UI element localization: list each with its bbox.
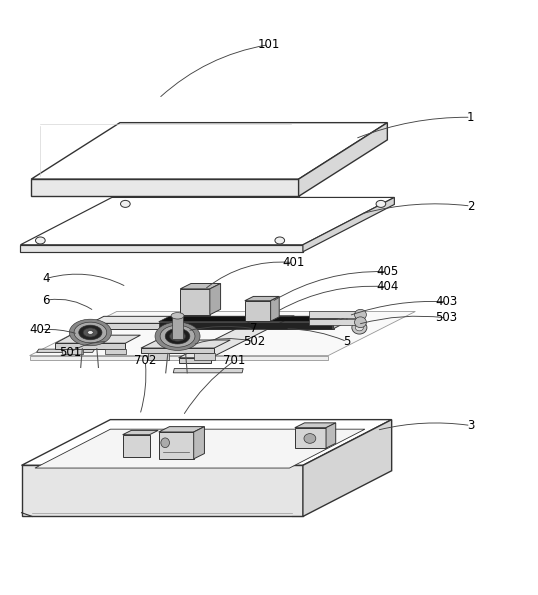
Text: 1: 1 [467,111,475,124]
Polygon shape [148,353,169,360]
Polygon shape [299,123,387,196]
Polygon shape [55,335,140,343]
Text: 401: 401 [282,256,305,269]
Polygon shape [141,348,214,353]
Polygon shape [31,123,387,179]
Ellipse shape [355,317,366,328]
Polygon shape [295,428,326,448]
Polygon shape [30,356,328,360]
Text: 6: 6 [42,294,49,306]
Polygon shape [245,296,279,300]
Text: 5: 5 [343,335,351,348]
Text: 404: 404 [376,280,399,293]
Polygon shape [55,343,125,349]
Text: 503: 503 [435,311,458,324]
Polygon shape [90,317,347,323]
Polygon shape [179,358,211,363]
Polygon shape [141,340,230,348]
Text: 7: 7 [250,322,258,335]
Polygon shape [179,316,294,358]
Polygon shape [303,419,392,516]
Ellipse shape [171,312,184,319]
Polygon shape [123,430,158,435]
Text: 101: 101 [258,38,280,51]
Text: 2: 2 [467,199,475,212]
Text: 3: 3 [467,419,475,432]
Ellipse shape [88,331,93,334]
Polygon shape [159,427,204,432]
Text: 4: 4 [42,272,49,285]
Text: 403: 403 [435,295,458,308]
Ellipse shape [74,322,107,343]
Polygon shape [35,429,365,468]
Polygon shape [37,349,95,352]
Text: 502: 502 [243,335,265,348]
Ellipse shape [79,325,102,340]
Polygon shape [334,317,347,328]
Ellipse shape [36,237,45,244]
Polygon shape [271,296,279,321]
Ellipse shape [83,328,98,337]
Ellipse shape [304,434,316,443]
Polygon shape [123,435,150,458]
Polygon shape [309,319,355,325]
Polygon shape [105,349,126,354]
Ellipse shape [69,319,111,346]
Ellipse shape [174,334,181,339]
Polygon shape [173,368,243,373]
Polygon shape [172,316,183,339]
Polygon shape [303,198,394,252]
Polygon shape [20,198,394,245]
Polygon shape [295,423,336,428]
Ellipse shape [355,309,366,320]
Ellipse shape [160,325,195,347]
Text: 501: 501 [59,346,81,359]
Polygon shape [30,312,415,356]
Polygon shape [180,289,210,315]
Polygon shape [159,322,332,329]
Ellipse shape [155,322,200,350]
Polygon shape [31,179,299,196]
Text: 402: 402 [29,323,52,336]
Polygon shape [159,317,343,322]
Ellipse shape [169,331,186,342]
Polygon shape [194,427,204,459]
Ellipse shape [275,237,285,244]
Polygon shape [20,245,303,252]
Text: 702: 702 [134,355,157,368]
Polygon shape [62,349,83,354]
Ellipse shape [165,328,190,344]
Polygon shape [180,283,221,289]
Polygon shape [245,300,271,321]
Polygon shape [210,283,221,315]
Ellipse shape [355,324,364,331]
Text: 405: 405 [376,265,399,278]
Ellipse shape [376,201,386,208]
Polygon shape [90,323,334,328]
Ellipse shape [161,438,169,447]
Polygon shape [22,465,303,516]
Polygon shape [326,423,336,448]
Polygon shape [194,353,215,360]
Ellipse shape [121,201,130,208]
Text: 701: 701 [223,355,245,368]
Ellipse shape [352,321,367,334]
Polygon shape [22,419,392,465]
Polygon shape [159,432,194,459]
Polygon shape [309,312,355,318]
